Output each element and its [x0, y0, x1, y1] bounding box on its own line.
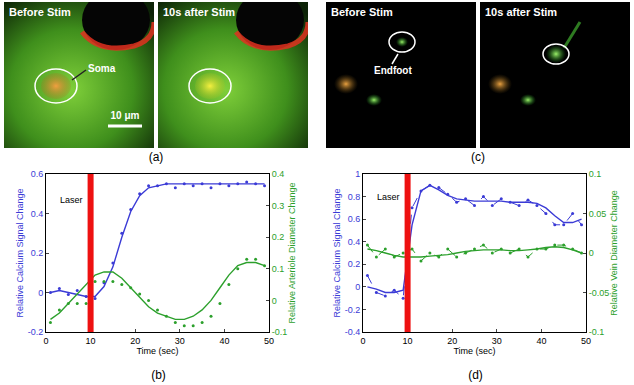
svg-text:0.8: 0.8: [348, 192, 361, 202]
svg-text:Soma: Soma: [88, 63, 116, 74]
svg-text:0: 0: [355, 282, 360, 292]
svg-text:Before Stim: Before Stim: [9, 6, 71, 18]
svg-text:0.1: 0.1: [589, 169, 602, 179]
svg-text:0.4: 0.4: [348, 237, 361, 247]
svg-text:20: 20: [447, 336, 457, 346]
svg-text:50: 50: [581, 336, 591, 346]
svg-text:0.2: 0.2: [348, 259, 361, 269]
svg-text:10s after Stim: 10s after Stim: [485, 6, 557, 18]
svg-text:0.4: 0.4: [31, 209, 44, 219]
svg-text:-0.2: -0.2: [28, 327, 44, 337]
svg-text:Laser: Laser: [377, 192, 400, 202]
html-text:(b): (b): [151, 368, 166, 382]
svg-text:0.4: 0.4: [272, 169, 285, 179]
svg-text:-0.4: -0.4: [345, 327, 361, 337]
svg-text:0.6: 0.6: [31, 169, 44, 179]
svg-text:Relative Calcium Signal Change: Relative Calcium Signal Change: [15, 188, 25, 317]
svg-text:0.2: 0.2: [272, 232, 285, 242]
svg-text:40: 40: [219, 336, 229, 346]
svg-text:50: 50: [264, 336, 274, 346]
svg-text:Laser: Laser: [60, 195, 83, 205]
svg-text:30: 30: [492, 336, 502, 346]
svg-text:(c): (c): [471, 150, 485, 164]
svg-text:0.6: 0.6: [348, 214, 361, 224]
html-text:(d): (d): [468, 368, 483, 382]
svg-text:Relative Vein Diameter Change: Relative Vein Diameter Change: [609, 190, 619, 316]
svg-text:Time (sec): Time (sec): [136, 346, 178, 356]
svg-text:Before Stim: Before Stim: [331, 6, 393, 18]
svg-text:10 μm: 10 μm: [111, 110, 140, 121]
svg-text:-0.1: -0.1: [272, 327, 288, 337]
svg-text:40: 40: [536, 336, 546, 346]
svg-text:20: 20: [130, 336, 140, 346]
svg-text:Endfoot: Endfoot: [374, 65, 412, 76]
svg-text:0.3: 0.3: [272, 201, 285, 211]
svg-text:0.05: 0.05: [589, 209, 607, 219]
svg-text:30: 30: [175, 336, 185, 346]
svg-text:0.2: 0.2: [31, 248, 44, 258]
svg-text:0: 0: [43, 336, 48, 346]
svg-text:10: 10: [86, 336, 96, 346]
svg-text:-0.2: -0.2: [345, 305, 361, 315]
svg-text:Time (sec): Time (sec): [453, 346, 495, 356]
svg-text:(a): (a): [149, 150, 164, 164]
svg-text:1: 1: [355, 169, 360, 179]
svg-text:0.1: 0.1: [272, 264, 285, 274]
svg-text:0: 0: [589, 248, 594, 258]
svg-text:10: 10: [403, 336, 413, 346]
svg-text:Relative Calcium Signal Change: Relative Calcium Signal Change: [332, 188, 342, 317]
svg-text:0: 0: [360, 336, 365, 346]
svg-text:10s after Stim: 10s after Stim: [163, 6, 235, 18]
svg-text:Relative Arteriole Diameter Ch: Relative Arteriole Diameter Change: [287, 182, 297, 323]
svg-text:-0.1: -0.1: [589, 327, 605, 337]
svg-text:-0.05: -0.05: [589, 288, 610, 298]
svg-text:0: 0: [272, 296, 277, 306]
svg-text:0: 0: [38, 288, 43, 298]
